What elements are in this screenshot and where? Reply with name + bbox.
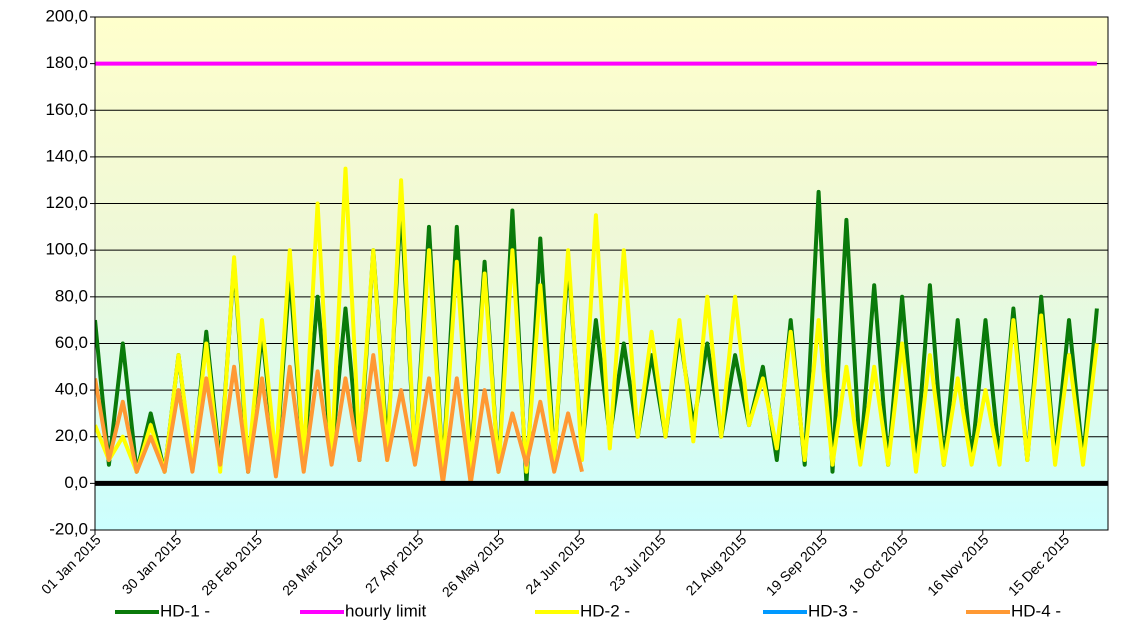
legend-label: hourly limit bbox=[345, 601, 427, 620]
x-tick-label: 18 Oct 2015 bbox=[846, 531, 911, 596]
x-tick-label: 30 Jan 2015 bbox=[119, 531, 185, 597]
x-tick-label: 19 Sep 2015 bbox=[763, 531, 831, 599]
x-tick-label: 27 Apr 2015 bbox=[362, 531, 427, 596]
plot-border bbox=[94, 16, 1109, 531]
x-tick-label: 29 Mar 2015 bbox=[279, 531, 346, 598]
series-line bbox=[95, 166, 1099, 474]
x-tick-label: 15 Dec 2015 bbox=[1005, 531, 1073, 599]
x-tick-label: 24 Jun 2015 bbox=[522, 531, 588, 597]
plot-area bbox=[95, 17, 1108, 530]
legend-label: HD-2 - bbox=[580, 601, 630, 620]
y-tick-label: -20,0 bbox=[49, 519, 88, 538]
x-tick-label: 28 Feb 2015 bbox=[198, 531, 265, 598]
x-tick-label: 16 Nov 2015 bbox=[924, 531, 992, 599]
y-tick-label: 200,0 bbox=[45, 6, 88, 25]
y-tick-label: 160,0 bbox=[45, 100, 88, 119]
legend-label: HD-3 - bbox=[808, 601, 858, 620]
y-tick-label: 80,0 bbox=[55, 286, 88, 305]
legend-label: HD-4 - bbox=[1011, 601, 1061, 620]
y-tick-label: 100,0 bbox=[45, 240, 88, 259]
x-tick-label: 23 Jul 2015 bbox=[606, 531, 669, 594]
x-tick-label: 26 May 2015 bbox=[439, 531, 508, 600]
y-tick-label: 40,0 bbox=[55, 380, 88, 399]
series-line bbox=[95, 353, 584, 486]
x-tick-label: 01 Jan 2015 bbox=[38, 531, 104, 597]
y-tick-label: 20,0 bbox=[55, 426, 88, 445]
y-tick-label: 0,0 bbox=[64, 473, 88, 492]
y-tick-label: 120,0 bbox=[45, 193, 88, 212]
legend-label: HD-1 - bbox=[160, 601, 210, 620]
x-tick-label: 21 Aug 2015 bbox=[682, 531, 749, 598]
y-tick-label: 180,0 bbox=[45, 53, 88, 72]
y-tick-label: 140,0 bbox=[45, 146, 88, 165]
y-tick-label: 60,0 bbox=[55, 333, 88, 352]
